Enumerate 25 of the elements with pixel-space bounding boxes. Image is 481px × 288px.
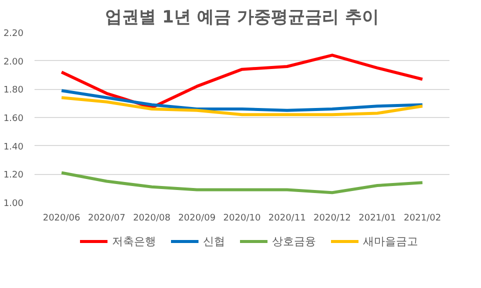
legend-label: 상호금융: [272, 234, 316, 248]
line-series: [60, 96, 424, 116]
x-tick-label: 2020/10: [223, 214, 261, 224]
x-tick-label: 2020/08: [133, 214, 171, 224]
y-tick-label: 1.60: [3, 114, 24, 124]
y-tick-label: 2.00: [3, 57, 24, 68]
x-tick-label: 2021/02: [404, 214, 442, 224]
legend-label: 신협: [203, 234, 225, 248]
y-tick-label: 1.00: [3, 199, 24, 209]
line-series: [60, 54, 424, 110]
x-tick-label: 2020/12: [314, 214, 351, 224]
legend-label: 저축은행: [112, 234, 156, 248]
x-tick-label: 2020/09: [178, 214, 216, 224]
y-tick-label: 1.80: [3, 86, 24, 96]
y-tick-label: 1.40: [3, 142, 24, 152]
line-series: [60, 171, 424, 194]
x-tick-label: 2020/06: [42, 214, 81, 224]
chart-title: 업권별 1년 예금 가중평균금리 추이: [105, 8, 379, 28]
x-tick-label: 2020/07: [88, 214, 126, 224]
y-tick-label: 2.20: [3, 29, 24, 39]
x-tick-label: 2020/11: [268, 214, 306, 224]
legend-label: 새마을금고: [363, 234, 418, 248]
line-series: [60, 89, 424, 112]
y-tick-label: 1.20: [3, 170, 24, 181]
x-tick-label: 2021/01: [358, 214, 396, 224]
